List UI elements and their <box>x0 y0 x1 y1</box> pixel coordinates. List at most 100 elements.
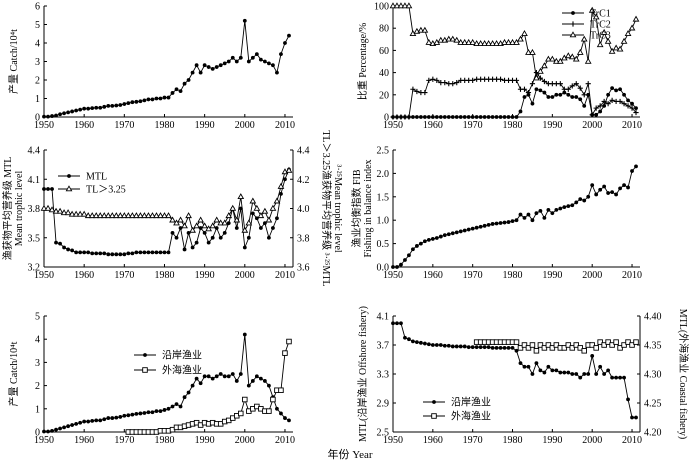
series-TrC2 <box>390 70 639 120</box>
data-point <box>490 115 495 119</box>
data-point <box>593 105 599 111</box>
data-point <box>558 92 563 97</box>
data-point <box>553 342 560 348</box>
data-point <box>586 372 591 376</box>
data-point <box>150 250 155 255</box>
data-point <box>490 222 495 226</box>
data-point <box>50 114 54 118</box>
data-point <box>54 427 58 432</box>
data-point <box>633 339 639 345</box>
y-axis-title: 产量 Catch/10⁴t <box>7 341 20 406</box>
data-point <box>449 35 457 42</box>
data-point <box>633 109 639 116</box>
data-point <box>490 346 495 350</box>
data-point <box>482 223 487 228</box>
data-point <box>561 345 568 351</box>
data-point <box>275 70 279 75</box>
data-point <box>104 212 112 219</box>
data-point <box>545 342 552 348</box>
data-point <box>541 78 547 85</box>
data-point <box>546 364 551 369</box>
data-point <box>94 418 99 423</box>
data-point <box>586 194 591 199</box>
data-point <box>269 204 277 211</box>
data-point <box>142 411 147 415</box>
data-point <box>521 86 528 92</box>
chart-d: 1950 1960 1970 1980 1990 2000 2010 0.0 0.5 1.0 1.5… <box>350 146 642 282</box>
data-point <box>426 342 431 347</box>
data-point <box>193 222 200 229</box>
data-point <box>267 235 271 240</box>
data-point <box>253 204 261 211</box>
data-point <box>106 104 111 108</box>
data-point <box>70 423 75 427</box>
data-point <box>514 348 519 353</box>
data-point <box>498 346 503 350</box>
y-axis-title: 渔业均衡指数 FIB <box>350 169 363 247</box>
data-point <box>570 203 575 208</box>
data-point <box>622 375 626 380</box>
data-point <box>86 106 91 111</box>
data-point <box>542 370 547 375</box>
data-point <box>465 38 473 45</box>
data-point <box>446 115 451 119</box>
data-point <box>502 220 507 225</box>
data-point <box>186 390 191 395</box>
x-tick-label: 2000 <box>582 270 602 281</box>
data-point <box>430 237 435 241</box>
y-tick-label: 2.5 <box>377 428 390 439</box>
data-point <box>213 216 221 223</box>
data-point <box>498 115 503 119</box>
data-point <box>238 410 244 417</box>
data-point <box>481 40 489 46</box>
data-point <box>406 114 412 120</box>
data-point <box>257 212 265 219</box>
data-point <box>42 429 46 434</box>
data-point <box>64 209 72 216</box>
data-point <box>166 95 171 100</box>
data-point <box>522 215 527 220</box>
chart-a: 1950 1960 1970 1980 1990 2000 2010 0 1 2 3 4 5 6 产量 Ca… <box>7 2 295 132</box>
x-tick-label: 2010 <box>275 120 295 131</box>
data-point <box>469 38 477 45</box>
data-point <box>521 342 528 348</box>
legend-marker <box>65 185 73 192</box>
data-point <box>261 207 269 214</box>
data-point <box>538 368 543 373</box>
data-point <box>178 226 183 230</box>
data-point <box>446 343 451 348</box>
y-tick-label: 0.0 <box>377 263 390 274</box>
data-point <box>265 216 273 223</box>
data-point <box>399 321 403 326</box>
data-point <box>250 55 255 60</box>
data-point <box>226 374 231 379</box>
series-line <box>44 20 290 118</box>
data-point <box>418 241 423 246</box>
data-point <box>169 216 176 223</box>
data-point <box>198 381 203 386</box>
data-point <box>68 210 76 217</box>
data-point <box>546 95 551 99</box>
data-point <box>153 212 160 219</box>
data-point <box>254 216 259 221</box>
data-point <box>425 38 433 45</box>
data-point <box>177 216 184 223</box>
data-point <box>202 230 207 235</box>
data-point <box>462 228 467 233</box>
data-point <box>576 48 584 55</box>
data-point <box>50 187 54 191</box>
data-point <box>509 38 516 45</box>
data-point <box>84 212 92 219</box>
data-point <box>554 92 559 97</box>
data-point <box>88 212 96 219</box>
data-point <box>518 212 523 217</box>
x-tick-label: 1960 <box>74 270 94 281</box>
data-point <box>90 418 95 423</box>
data-point <box>238 372 243 376</box>
data-point <box>621 342 627 348</box>
legend-label: MTL <box>86 172 107 183</box>
data-point <box>417 26 425 33</box>
x-tick-label: 1960 <box>423 435 443 446</box>
data-point <box>494 221 499 226</box>
